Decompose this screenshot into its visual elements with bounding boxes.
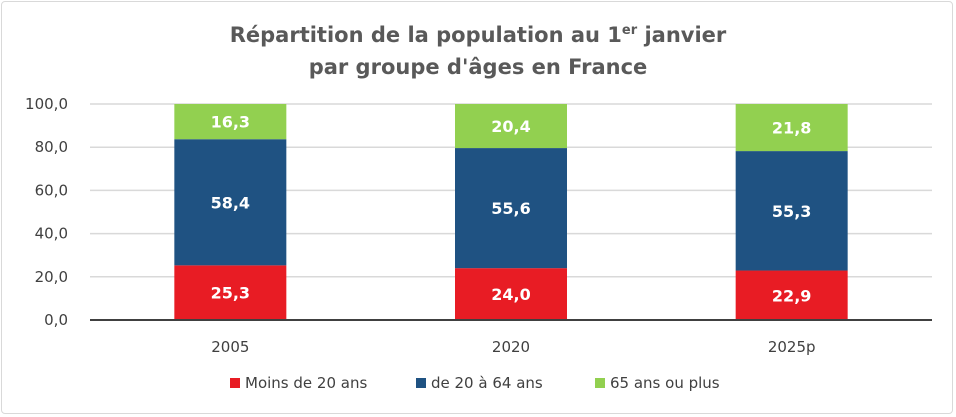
x-tick-label: 2020	[492, 338, 530, 356]
x-tick-label: 2005	[211, 338, 249, 356]
data-label: 21,8	[772, 119, 811, 138]
data-label: 16,3	[211, 113, 250, 132]
data-label: 55,6	[491, 199, 530, 218]
bar-segment	[455, 268, 567, 320]
legend-label: de 20 à 64 ans	[431, 374, 543, 392]
bar-segment	[455, 148, 567, 269]
x-tick-label: 2025p	[768, 338, 816, 356]
y-tick-label: 100,0	[25, 95, 68, 113]
bar-segment	[735, 151, 848, 271]
data-label: 25,3	[211, 284, 250, 303]
bar-segment	[735, 104, 848, 152]
bar-segment	[174, 265, 287, 320]
bar-segment	[174, 104, 287, 140]
legend-swatch	[595, 378, 605, 388]
chart-title-line-1: Répartition de la population au 1er janv…	[230, 23, 727, 47]
y-tick-label: 0,0	[44, 311, 68, 329]
legend-label: Moins de 20 ans	[245, 374, 367, 392]
y-tick-label: 20,0	[35, 268, 68, 286]
chart-title-line-2: par groupe d'âges en France	[309, 55, 648, 79]
data-label: 20,4	[491, 117, 530, 136]
legend-swatch	[416, 378, 426, 388]
y-tick-label: 40,0	[35, 225, 68, 243]
data-label: 58,4	[211, 193, 250, 212]
bar-segment	[735, 270, 848, 320]
bar-segment	[174, 139, 287, 266]
data-label: 55,3	[772, 202, 811, 221]
bar-segment	[455, 104, 567, 149]
y-tick-label: 80,0	[35, 138, 68, 156]
data-label: 24,0	[491, 285, 530, 304]
data-label: 22,9	[772, 286, 811, 305]
legend-label: 65 ans ou plus	[610, 374, 720, 392]
y-tick-label: 60,0	[35, 181, 68, 199]
legend-swatch	[230, 378, 240, 388]
